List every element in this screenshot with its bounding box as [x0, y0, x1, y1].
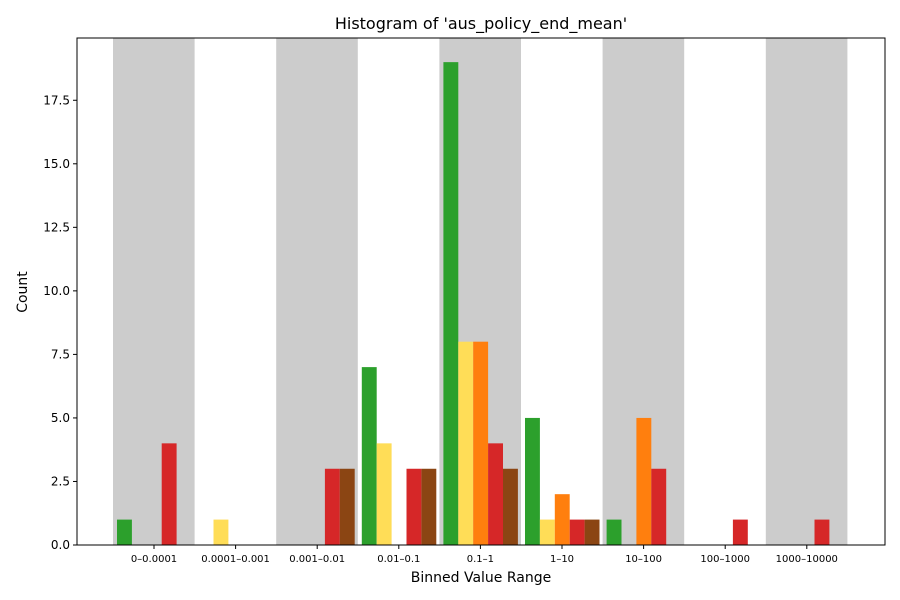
x-tick-label: 100–1000 — [700, 554, 750, 565]
bar — [584, 519, 600, 545]
bin-band — [765, 38, 848, 545]
bar — [651, 468, 667, 545]
x-tick-label: 10–100 — [625, 554, 662, 565]
plot-frame — [76, 37, 886, 546]
bars-group — [117, 62, 830, 546]
bar — [569, 519, 585, 545]
bar — [339, 468, 355, 545]
y-axis-label: Count — [15, 271, 31, 313]
bar — [324, 468, 340, 545]
chart-title: Histogram of 'aus_policy_end_mean' — [335, 14, 627, 34]
x-tick-label: 0.001–0.01 — [289, 554, 345, 565]
bar — [458, 341, 474, 545]
x-axis-ticks: 0–0.0001 0.0001–0.001 0.001–0.01 0.01–0.1 0.… — [131, 545, 838, 565]
bar — [503, 468, 518, 545]
bar — [161, 443, 177, 545]
bar — [473, 341, 489, 545]
bin-band — [113, 38, 195, 545]
bar — [361, 367, 377, 545]
x-tick-label: 1–10 — [550, 554, 574, 565]
bar — [406, 468, 422, 545]
x-tick-label: 0.0001–0.001 — [201, 554, 270, 565]
bar — [554, 494, 570, 545]
x-tick-label: 0.01–0.1 — [377, 554, 420, 565]
bar — [117, 519, 132, 545]
y-tick-label: 12.5 — [43, 220, 70, 234]
bar — [525, 417, 540, 545]
y-axis-ticks: 0.0 2.5 5.0 7.5 10.0 12.5 15.0 17.5 — [43, 93, 77, 552]
bar — [539, 519, 555, 545]
y-tick-label: 2.5 — [51, 474, 70, 488]
bar — [443, 62, 459, 546]
bar — [376, 443, 392, 545]
y-tick-label: 10.0 — [43, 284, 70, 298]
y-tick-label: 15.0 — [43, 157, 70, 171]
bar — [814, 519, 830, 545]
y-tick-label: 0.0 — [51, 538, 70, 552]
bar — [421, 468, 437, 545]
bar — [213, 519, 229, 545]
bar — [636, 417, 652, 545]
bar — [488, 443, 503, 545]
bin-shading-bands — [113, 38, 848, 545]
bin-band — [276, 38, 358, 545]
bar — [732, 519, 748, 545]
x-tick-label: 0–0.0001 — [131, 554, 177, 565]
y-tick-label: 5.0 — [51, 411, 70, 425]
x-tick-label: 0.1–1 — [467, 554, 494, 565]
y-tick-label: 17.5 — [43, 93, 70, 107]
x-axis-label: Binned Value Range — [411, 570, 551, 586]
bar — [606, 519, 622, 545]
x-tick-label: 1000–10000 — [776, 554, 838, 565]
y-tick-label: 7.5 — [51, 347, 70, 361]
